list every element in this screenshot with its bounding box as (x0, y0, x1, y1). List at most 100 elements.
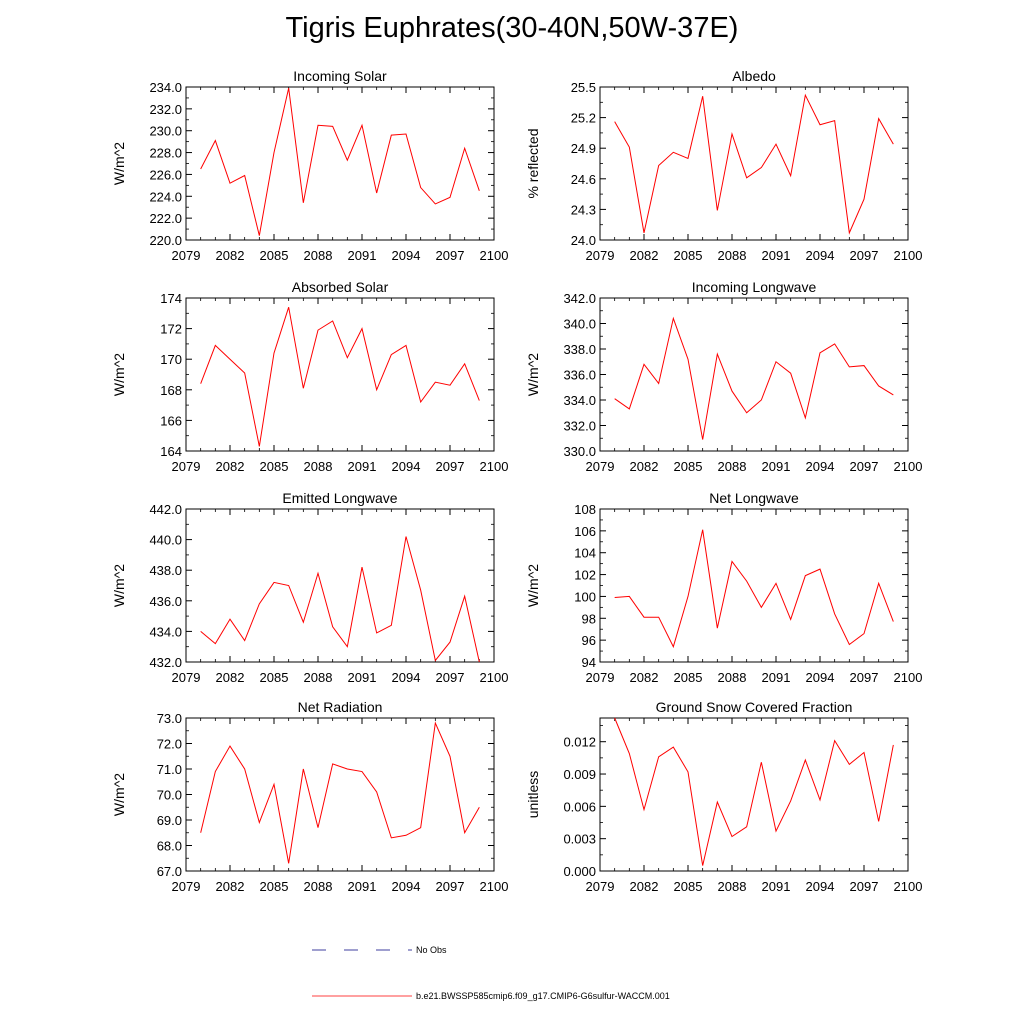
x-tick-label: 2097 (436, 670, 465, 685)
y-tick-label: 106 (574, 524, 596, 539)
panel-title: Incoming Longwave (692, 279, 817, 295)
x-tick-label: 2091 (348, 879, 377, 894)
x-tick-label: 2094 (806, 459, 835, 474)
x-tick-label: 2082 (630, 248, 659, 263)
y-tick-label: 222.0 (149, 211, 182, 226)
y-tick-label: 232.0 (149, 102, 182, 117)
x-tick-label: 2088 (304, 248, 333, 263)
plot-frame (599, 297, 909, 452)
y-tick-label: 72.0 (157, 737, 182, 752)
legend-obs-label: No Obs (416, 945, 447, 955)
y-axis-label: W/m^2 (111, 353, 127, 396)
y-tick-label: 170 (160, 352, 182, 367)
x-tick-label: 2097 (850, 879, 879, 894)
x-tick-label: 2085 (674, 879, 703, 894)
y-axis-label: W/m^2 (525, 353, 541, 396)
x-tick-label: 2088 (304, 459, 333, 474)
y-tick-label: 24.9 (571, 141, 596, 156)
y-tick-label: 342.0 (563, 291, 596, 306)
y-tick-label: 164 (160, 444, 182, 459)
x-tick-label: 2079 (586, 459, 615, 474)
y-tick-label: 0.000 (563, 864, 596, 879)
y-tick-label: 94 (582, 655, 596, 670)
x-tick-label: 2079 (586, 670, 615, 685)
y-tick-label: 102 (574, 568, 596, 583)
y-axis-label: W/m^2 (525, 564, 541, 607)
x-tick-label: 2082 (630, 879, 659, 894)
y-tick-label: 234.0 (149, 80, 182, 95)
y-tick-label: 25.2 (571, 111, 596, 126)
y-tick-label: 220.0 (149, 233, 182, 248)
y-axis-label: unitless (525, 771, 541, 818)
x-tick-label: 2097 (850, 459, 879, 474)
y-tick-label: 24.0 (571, 233, 596, 248)
panel-title: Incoming Solar (293, 68, 387, 84)
x-tick-label: 2100 (480, 248, 509, 263)
panel-title: Ground Snow Covered Fraction (656, 699, 853, 715)
y-tick-label: 68.0 (157, 839, 182, 854)
x-tick-label: 2079 (586, 879, 615, 894)
y-tick-label: 73.0 (157, 711, 182, 726)
y-tick-label: 226.0 (149, 167, 182, 182)
panel-7: Ground Snow Covered Fraction unitless 2079… (525, 699, 922, 894)
x-tick-label: 2094 (806, 879, 835, 894)
y-tick-label: 338.0 (563, 342, 596, 357)
panel-3: Incoming Longwave W/m^2 2079 2082 2085 2088 20… (525, 279, 922, 474)
x-tick-label: 2100 (894, 879, 923, 894)
x-tick-label: 2100 (480, 879, 509, 894)
y-tick-label: 24.3 (571, 202, 596, 217)
plot-frame (599, 86, 909, 241)
y-tick-label: 96 (582, 633, 596, 648)
y-tick-label: 332.0 (563, 419, 596, 434)
y-tick-label: 0.009 (563, 767, 596, 782)
y-tick-label: 334.0 (563, 393, 596, 408)
y-tick-label: 104 (574, 546, 596, 561)
x-tick-label: 2094 (392, 879, 421, 894)
plot-frame (185, 717, 495, 872)
x-tick-label: 2088 (718, 670, 747, 685)
y-tick-label: 0.003 (563, 832, 596, 847)
x-tick-label: 2094 (806, 248, 835, 263)
panel-6: Net Radiation W/m^2 2079 2082 2085 2088 2091 20… (111, 699, 508, 894)
x-tick-label: 2094 (392, 248, 421, 263)
y-tick-label: 0.006 (563, 799, 596, 814)
y-axis-label: % reflected (525, 128, 541, 198)
series-line (200, 721, 480, 864)
y-tick-label: 230.0 (149, 124, 182, 139)
plot-frame (185, 508, 495, 663)
series-line (200, 87, 480, 236)
x-tick-label: 2088 (718, 459, 747, 474)
x-tick-label: 2085 (674, 248, 703, 263)
x-tick-label: 2085 (260, 879, 289, 894)
y-tick-label: 69.0 (157, 813, 182, 828)
x-tick-label: 2085 (260, 670, 289, 685)
x-tick-label: 2100 (480, 459, 509, 474)
panel-2: Absorbed Solar W/m^2 2079 2082 2085 2088 2091 2… (111, 279, 508, 474)
y-tick-label: 24.6 (571, 172, 596, 187)
x-tick-label: 2085 (260, 459, 289, 474)
plot-frame (599, 717, 909, 872)
x-tick-label: 2100 (894, 459, 923, 474)
x-tick-label: 2079 (172, 248, 201, 263)
x-tick-label: 2097 (436, 248, 465, 263)
y-tick-label: 172 (160, 322, 182, 337)
x-tick-label: 2079 (586, 248, 615, 263)
y-tick-label: 71.0 (157, 762, 182, 777)
x-tick-label: 2085 (674, 670, 703, 685)
x-tick-label: 2097 (436, 459, 465, 474)
legend: No Obs b.e21.BWSSP585cmip6.f09_g17.CMIP6… (312, 945, 670, 1001)
x-tick-label: 2091 (348, 670, 377, 685)
x-tick-label: 2082 (630, 459, 659, 474)
x-tick-label: 2100 (894, 670, 923, 685)
panel-0: Incoming Solar W/m^2 2079 2082 2085 2088 2091 2… (111, 68, 508, 263)
x-tick-label: 2082 (630, 670, 659, 685)
plot-frame (185, 297, 495, 452)
x-tick-label: 2088 (304, 670, 333, 685)
panels-group: Incoming Solar W/m^2 2079 2082 2085 2088 2091 2… (111, 68, 922, 894)
y-axis-label: W/m^2 (111, 142, 127, 185)
series-line (200, 307, 480, 447)
y-tick-label: 67.0 (157, 864, 182, 879)
panel-1: Albedo % reflected 2079 2082 2085 2088 2091 209… (525, 68, 922, 263)
x-tick-label: 2091 (762, 248, 791, 263)
